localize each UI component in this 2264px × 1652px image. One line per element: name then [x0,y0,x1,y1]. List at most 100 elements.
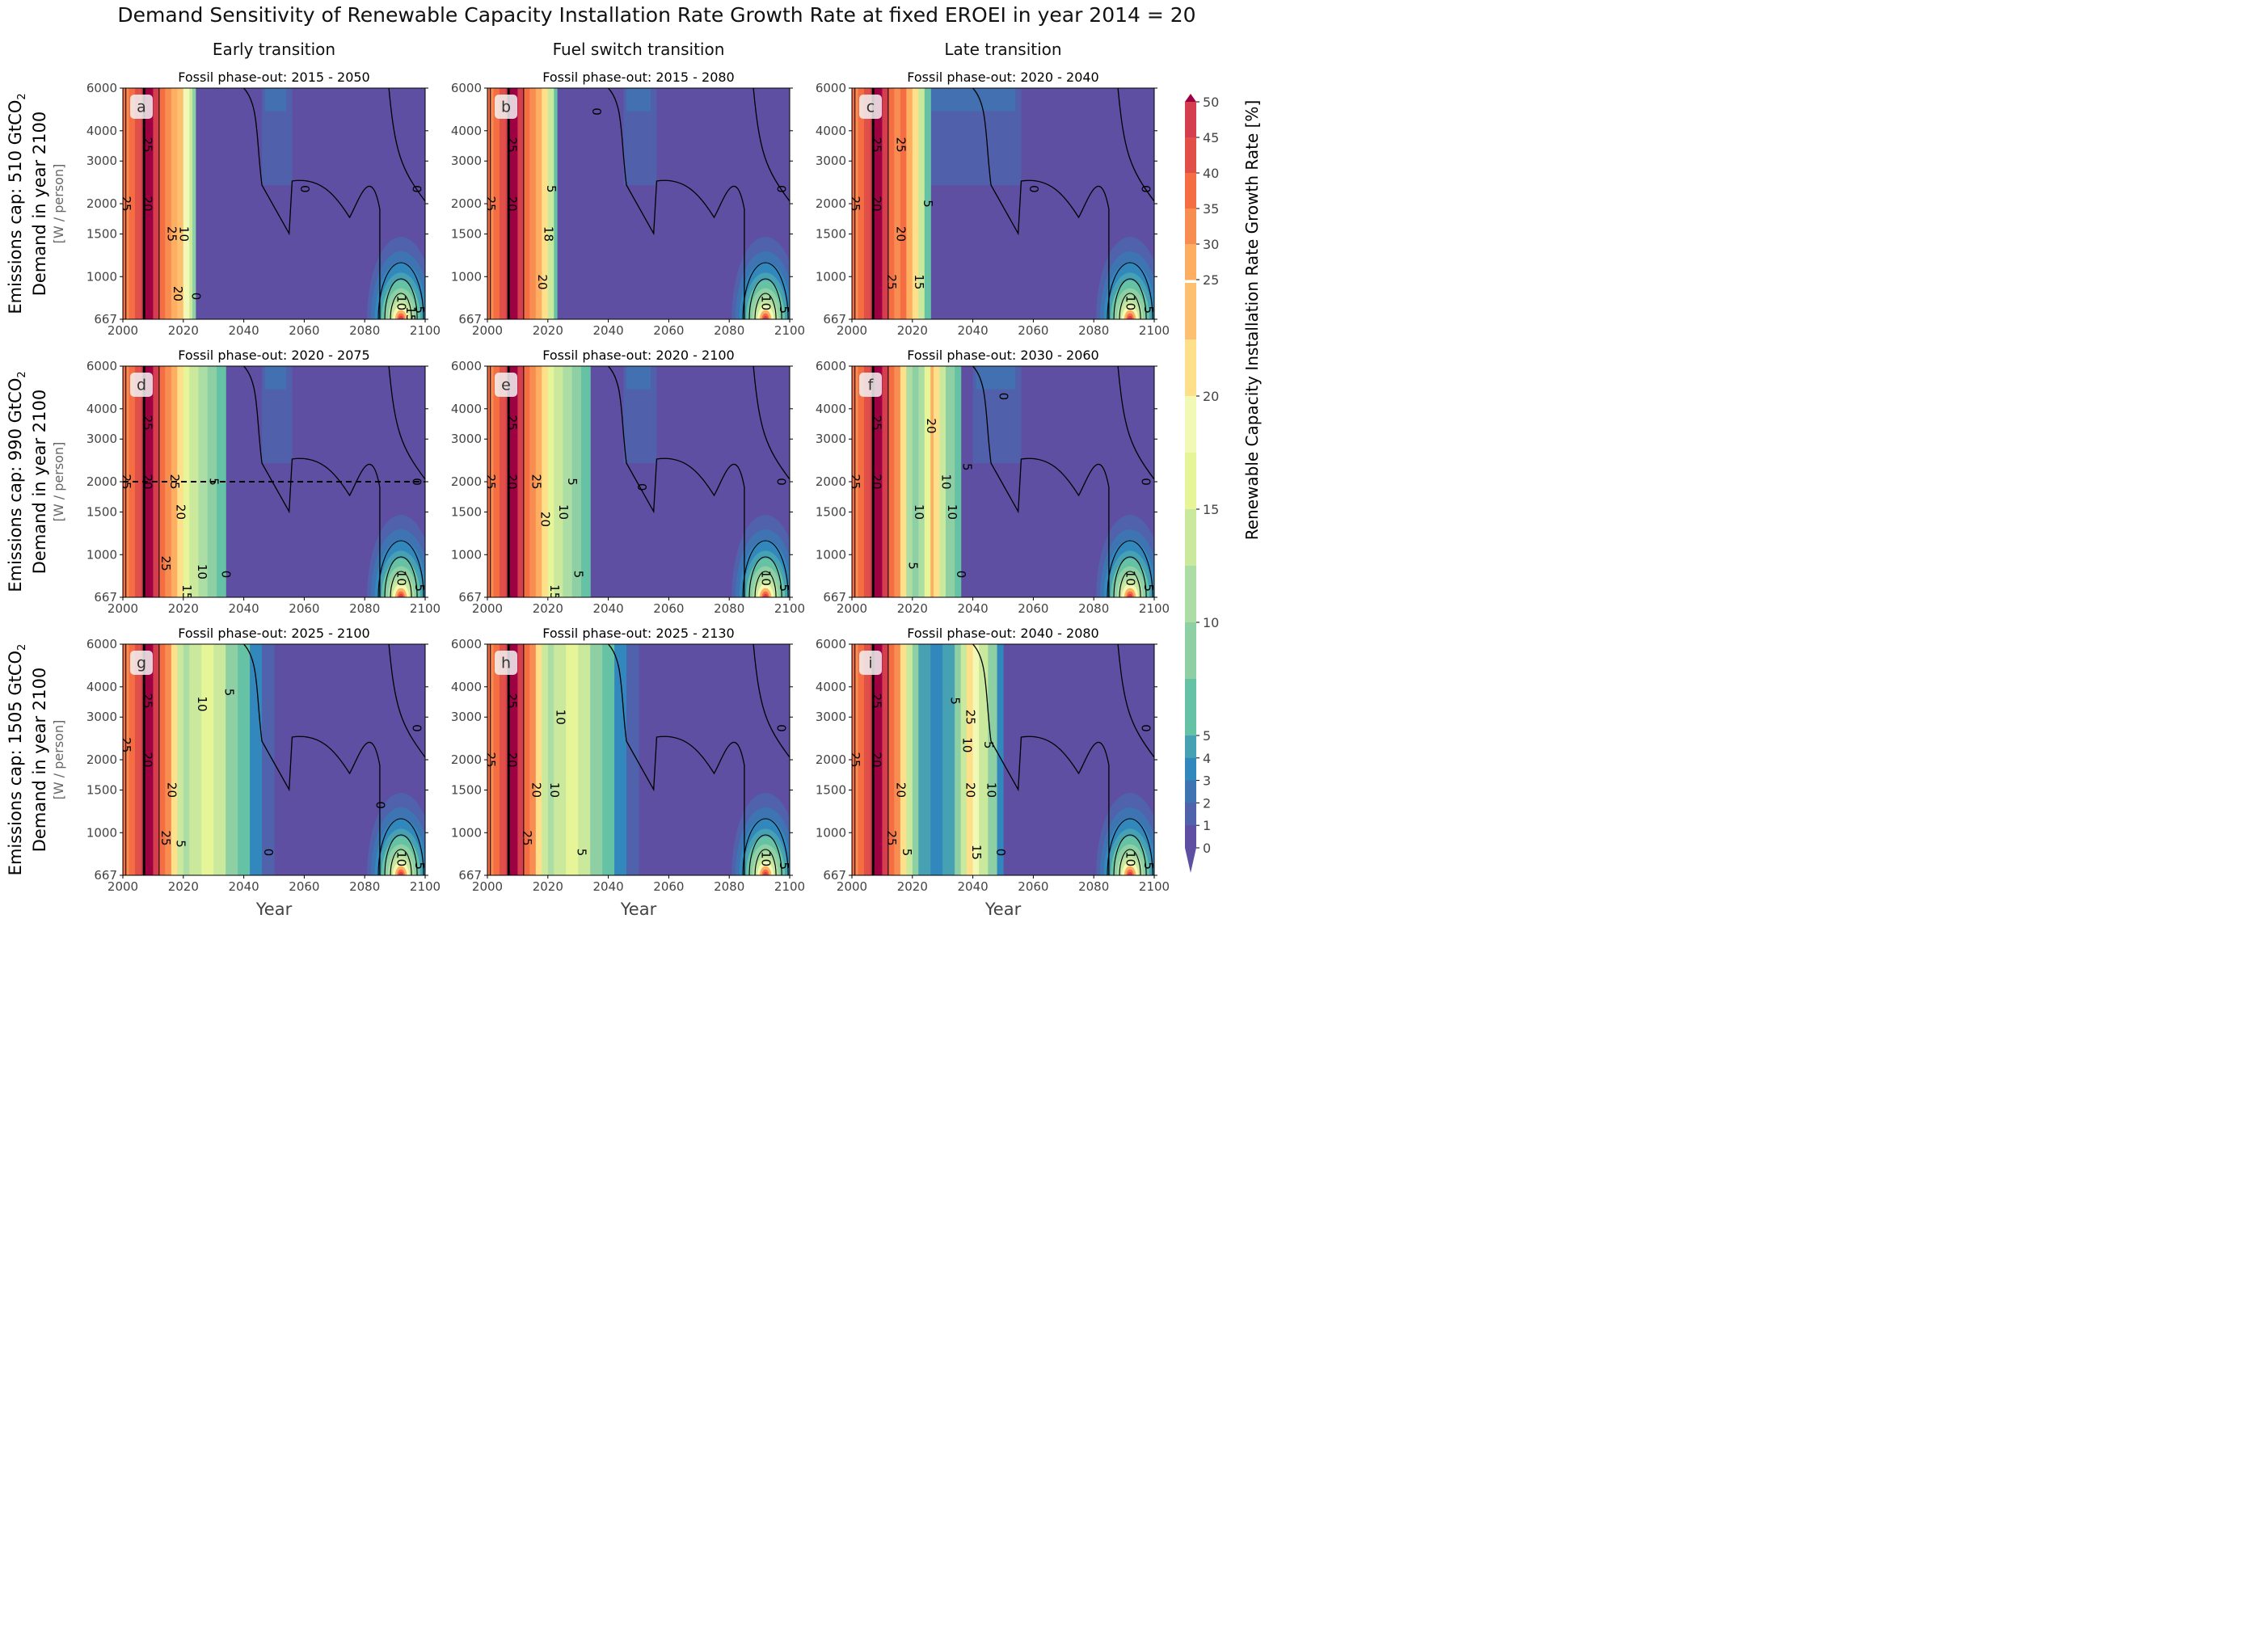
heatmap-band [141,88,145,319]
contour-line-zero [388,644,425,758]
heatmap-band [125,644,130,875]
heatmap-band [887,644,895,875]
y-tick-label: 4000 [86,680,117,694]
panel-letter-badge [495,651,517,675]
contour-line-zero [753,88,790,202]
contour-label: 0 [993,849,1008,857]
heatmap-band [129,366,136,597]
heatmap-band [129,88,136,319]
contour-label: 0 [589,107,604,116]
contour-label: 10 [176,226,191,242]
heatmap-band [529,88,537,319]
x-tick-label: 2080 [349,879,380,894]
y-tick-label: 667 [823,590,846,605]
y-tick-label: 3000 [86,710,117,724]
contour-label: 25 [869,137,883,153]
x-tick-label: 2100 [410,601,441,616]
x-axis-label: Year [255,900,293,919]
contour-label: 25 [167,474,182,489]
y-tick-label: 1500 [451,226,482,241]
heatmap-band [939,366,946,597]
panel-title: Fossil phase-out: 2020 - 2040 [907,70,1098,85]
x-axis-label: Year [984,900,1022,919]
contour-line [1119,849,1141,875]
y-tick-label: 667 [458,590,482,605]
panel-letter-badge [130,95,153,119]
heatmap-band [158,88,166,319]
contour-label: 5 [905,562,920,570]
heatmap-band [870,644,874,875]
heatmap-hotspot [398,871,404,875]
heatmap-band [863,88,871,319]
x-tick-label: 2100 [774,323,805,338]
panel-title: Fossil phase-out: 2025 - 2130 [542,626,734,641]
y-tick-label: 1000 [816,825,846,840]
heatmap-band [523,644,530,875]
heatmap-band [997,644,1004,875]
contour-label: 5 [571,571,586,579]
heatmap-band [165,88,172,319]
x-tick-label: 2040 [958,601,989,616]
y-tick-label: 6000 [86,637,117,651]
y-tick-label: 1500 [451,504,482,519]
row-title-emissions-cap: Emissions cap: 1505 GtCO2 [6,644,28,876]
x-tick-label: 2040 [593,601,624,616]
colorbar-tick-label: 45 [1203,130,1219,145]
heatmap-band [508,644,518,875]
panel-letter: g [137,655,146,672]
colorbar-segment [1185,679,1196,736]
y-tick-label: 1500 [816,782,846,797]
x-tick-label: 2060 [1018,601,1048,616]
x-tick-label: 2060 [289,601,319,616]
heatmap-band [542,88,549,319]
x-tick-label: 2060 [653,601,684,616]
heatmap-band [900,644,907,875]
contour-label: 10 [556,504,571,520]
x-tick-label: 2080 [1078,323,1109,338]
y-tick-label: 4000 [451,124,482,138]
contour-label: 25 [529,474,543,489]
x-tick-label: 2040 [593,323,624,338]
contour-line [742,540,789,597]
x-tick-label: 2020 [168,601,199,616]
x-tick-label: 2080 [714,601,744,616]
heatmap-band [192,88,196,319]
heatmap-band [508,366,518,597]
panel-letter: e [501,377,511,394]
x-tick-label: 2060 [653,879,684,894]
row-title-demand: Demand in year 2100 [30,112,49,297]
heatmap-band [517,88,525,319]
contour-label: 25 [119,196,133,211]
y-tick-label: 667 [94,868,117,883]
contour-label: 10 [960,737,975,752]
x-tick-label: 2000 [108,601,138,616]
colorbar-tick-label: 1 [1203,818,1211,833]
heatmap-hotspot [1128,871,1133,875]
contour-label: 25 [483,474,498,489]
heatmap-band [863,366,871,597]
heatmap-band [547,644,554,875]
contour-label: 20 [140,752,154,767]
y-tick-label: 3000 [451,154,482,168]
heatmap-band [858,366,865,597]
contour-label: 10 [1124,571,1138,586]
x-tick-label: 2020 [897,323,928,338]
heatmap-hotspot [398,593,404,597]
y-tick-label: 2000 [451,196,482,211]
y-tick-label: 1000 [816,269,846,284]
heatmap-band [189,644,202,875]
heatmap-band [854,644,859,875]
heatmap-band [529,366,537,597]
colorbar-segment [1185,803,1196,826]
x-tick-label: 2000 [472,323,503,338]
heatmap-band [490,88,495,319]
heatmap-band [906,88,913,319]
contour-line-zero [972,366,1110,597]
y-tick-label: 6000 [451,359,482,373]
x-tick-label: 2100 [410,323,441,338]
y-tick-label: 6000 [451,81,482,95]
y-tick-label: 1500 [451,782,482,797]
